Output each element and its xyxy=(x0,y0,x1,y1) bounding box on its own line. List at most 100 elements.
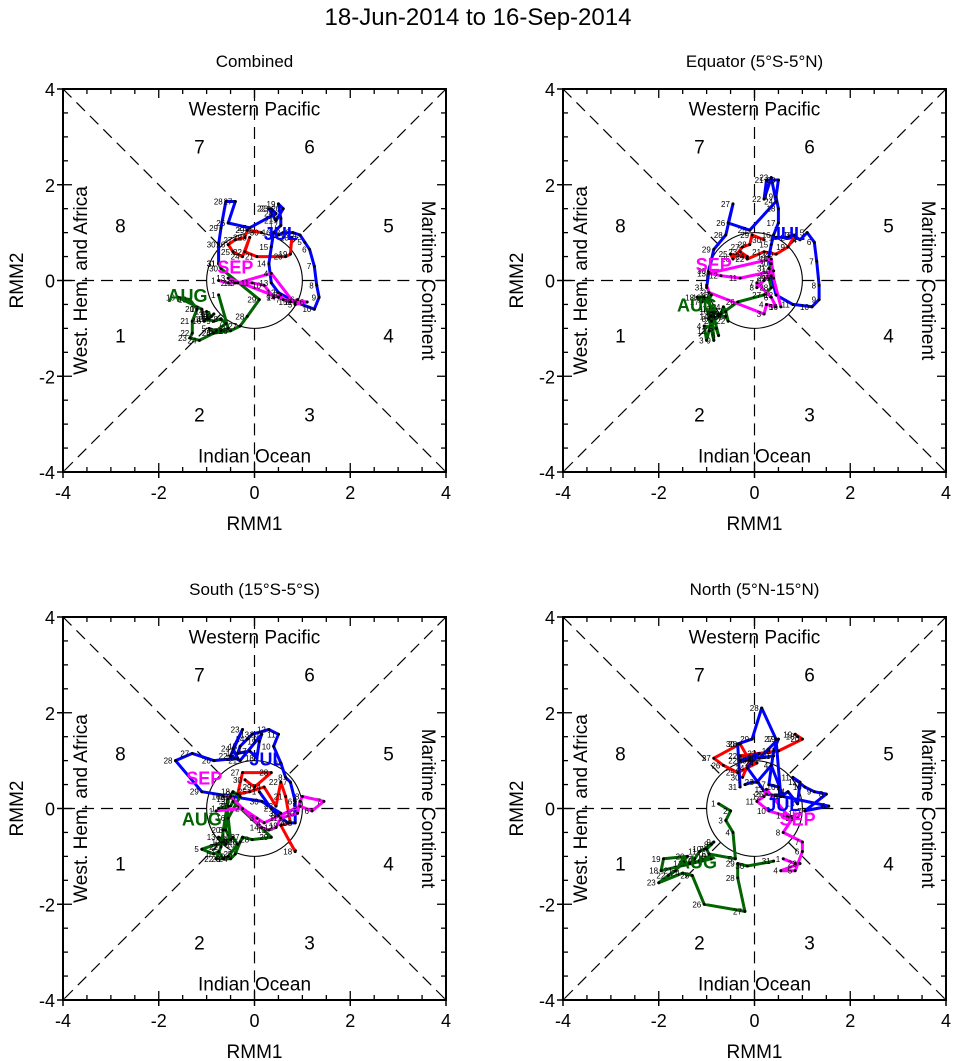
day-label: 31 xyxy=(269,809,278,818)
day-label: 31 xyxy=(728,783,737,792)
day-marker xyxy=(226,816,230,820)
day-marker xyxy=(195,307,199,311)
day-marker xyxy=(764,792,768,796)
day-label: 27 xyxy=(752,291,761,300)
region-label-top: Western Pacific xyxy=(689,627,821,648)
day-label: 27 xyxy=(231,833,240,842)
day-marker xyxy=(748,243,752,247)
day-label: 27 xyxy=(180,749,189,758)
day-label: 10 xyxy=(302,305,311,314)
day-marker xyxy=(743,783,747,787)
day-marker xyxy=(707,269,711,273)
day-label: 18 xyxy=(767,205,776,214)
day-marker xyxy=(764,302,768,306)
day-label: 24 xyxy=(745,759,754,768)
day-marker xyxy=(288,821,292,825)
day-marker xyxy=(176,295,180,299)
day-marker xyxy=(243,778,247,782)
day-marker xyxy=(200,847,204,851)
day-marker xyxy=(717,312,721,316)
day-marker xyxy=(738,742,742,746)
day-label: 28 xyxy=(233,233,242,242)
day-label: 22 xyxy=(180,329,189,338)
day-label: 12 xyxy=(788,778,797,787)
day-marker xyxy=(769,257,773,261)
day-marker xyxy=(772,754,776,758)
phase-number: 5 xyxy=(883,216,894,237)
y-tick-label: -2 xyxy=(39,367,55,387)
day-marker xyxy=(812,240,816,244)
day-label: 3 xyxy=(271,812,276,821)
day-label: 29 xyxy=(702,245,711,254)
day-marker xyxy=(286,821,290,825)
x-tick-label: 2 xyxy=(345,483,355,503)
day-marker xyxy=(236,756,240,760)
day-marker xyxy=(245,228,249,232)
day-label: 19 xyxy=(279,250,288,259)
day-label: 6 xyxy=(821,802,826,811)
day-marker xyxy=(693,857,697,861)
day-marker xyxy=(284,795,288,799)
day-label: 2 xyxy=(221,802,226,811)
day-label: 23 xyxy=(728,248,737,257)
day-marker xyxy=(707,271,711,275)
day-marker xyxy=(705,307,709,311)
day-label: 7 xyxy=(795,838,800,847)
day-marker xyxy=(267,262,271,266)
day-marker xyxy=(293,799,297,803)
y-tick-label: -4 xyxy=(39,463,55,483)
day-label: 31 xyxy=(757,265,766,274)
day-label: 26 xyxy=(726,298,735,307)
day-marker xyxy=(236,792,240,796)
x-axis-label: RMM1 xyxy=(227,1042,283,1061)
day-label: 21 xyxy=(245,253,254,262)
day-label: 17 xyxy=(269,221,278,230)
day-marker xyxy=(212,852,216,856)
day-label: 23 xyxy=(259,205,268,214)
day-marker xyxy=(769,295,773,299)
day-marker xyxy=(272,744,276,748)
phase-number: 2 xyxy=(194,934,205,955)
day-label: 13 xyxy=(216,274,225,283)
day-label: 25 xyxy=(238,224,247,233)
day-marker xyxy=(791,233,795,237)
day-marker xyxy=(217,835,221,839)
day-label: 24 xyxy=(264,209,273,218)
panel-title: Equator (5°S-5°N) xyxy=(686,52,823,71)
day-label: 30 xyxy=(752,236,761,245)
day-label: 7 xyxy=(749,279,754,288)
day-marker xyxy=(793,233,797,237)
day-label: 25 xyxy=(719,250,728,259)
x-tick-label: 4 xyxy=(941,483,951,503)
day-label: 10 xyxy=(800,303,809,312)
day-label: 4 xyxy=(726,828,731,837)
region-label-bottom: Indian Ocean xyxy=(198,446,311,467)
day-label: 19 xyxy=(767,735,776,744)
day-label: 8 xyxy=(812,281,817,290)
day-marker xyxy=(772,269,776,273)
day-marker xyxy=(310,809,314,813)
day-label: 27 xyxy=(702,754,711,763)
trajectory-sep xyxy=(705,257,783,316)
day-marker xyxy=(776,785,780,789)
day-marker xyxy=(207,317,211,321)
day-label: 16 xyxy=(286,296,295,305)
day-label: 21 xyxy=(180,317,189,326)
day-label: 6 xyxy=(302,245,307,254)
day-marker xyxy=(272,295,276,299)
day-label: 10 xyxy=(195,315,204,324)
day-marker xyxy=(810,305,814,309)
day-marker xyxy=(709,310,713,314)
region-label-right: Maritime Continent xyxy=(917,201,938,361)
day-label: 7 xyxy=(307,262,312,271)
day-label: 14 xyxy=(250,824,259,833)
day-label: 16 xyxy=(211,793,220,802)
day-label: 13 xyxy=(259,279,268,288)
day-marker xyxy=(219,317,223,321)
day-marker xyxy=(719,274,723,278)
day-marker xyxy=(226,326,230,330)
day-marker xyxy=(226,221,230,225)
day-label: 3 xyxy=(218,826,223,835)
day-marker xyxy=(800,840,804,844)
day-label: 13 xyxy=(207,833,216,842)
